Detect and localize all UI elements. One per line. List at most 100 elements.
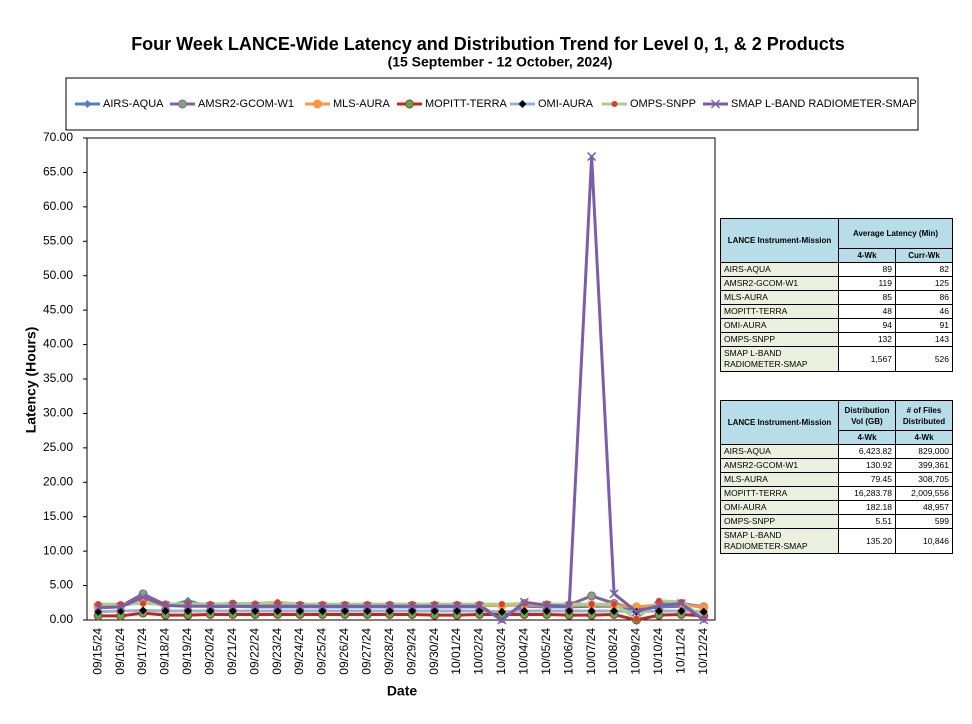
point bbox=[611, 601, 618, 608]
table-cell: 10,846 bbox=[895, 528, 953, 554]
table-cell: Curr-Wk bbox=[895, 248, 953, 263]
table-cell: 82 bbox=[895, 262, 953, 277]
y-tick-label: 70.00 bbox=[43, 130, 73, 144]
point bbox=[542, 607, 551, 616]
series-line bbox=[98, 611, 704, 622]
x-tick-label: 09/25/24 bbox=[315, 628, 329, 675]
legend-marker bbox=[518, 100, 527, 108]
legend-label: AMSR2-GCOM-W1 bbox=[198, 98, 294, 110]
y-axis-label: Latency (Hours) bbox=[23, 327, 39, 434]
point bbox=[273, 601, 283, 611]
point bbox=[385, 601, 395, 611]
table-cell: Distribution Vol (GB) bbox=[838, 400, 896, 431]
x-tick-label: 09/27/24 bbox=[360, 628, 374, 675]
x-tick-label: 09/15/24 bbox=[90, 628, 104, 675]
table-row: MLS-AURA 79.45 308,705 bbox=[720, 472, 953, 487]
table-cell: AMSR2-GCOM-W1 bbox=[720, 276, 839, 291]
point bbox=[430, 601, 440, 611]
table-row: LANCE Instrument-Mission Average Latency … bbox=[720, 218, 953, 263]
legend-marker bbox=[83, 100, 92, 108]
x-tick-label: 09/20/24 bbox=[203, 628, 217, 675]
table-cell: MLS-AURA bbox=[720, 472, 839, 487]
legend-label: OMI-AURA bbox=[538, 98, 594, 110]
table-cell: 308,705 bbox=[895, 472, 953, 487]
point bbox=[498, 601, 505, 608]
y-tick-label: 15.00 bbox=[43, 509, 73, 523]
point bbox=[699, 607, 708, 616]
point bbox=[474, 601, 485, 611]
table-cell: 46 bbox=[895, 304, 953, 319]
x-tick-label: 09/29/24 bbox=[404, 628, 418, 675]
table-cell: 85 bbox=[838, 290, 896, 305]
x-tick-label: 09/17/24 bbox=[135, 628, 149, 675]
table-cell: MOPITT-TERRA bbox=[720, 304, 839, 319]
point bbox=[340, 601, 350, 611]
point bbox=[205, 601, 215, 611]
table-cell: # of Files Distributed bbox=[895, 400, 953, 431]
x-tick-label: 10/09/24 bbox=[629, 628, 643, 675]
latency-table: LANCE Instrument-Mission Average Latency … bbox=[720, 218, 953, 372]
table-row: AMSR2-GCOM-W1 130.92 399,361 bbox=[720, 458, 953, 473]
table-row: MLS-AURA 85 86 bbox=[720, 290, 953, 305]
point bbox=[497, 615, 507, 625]
table-cell: OMI-AURA bbox=[720, 318, 839, 333]
table-cell: 4-Wk bbox=[838, 430, 896, 445]
table-cell: 526 bbox=[895, 346, 953, 372]
point bbox=[588, 601, 595, 608]
point bbox=[295, 601, 305, 611]
table-cell: 86 bbox=[895, 290, 953, 305]
x-tick-label: 10/10/24 bbox=[651, 628, 665, 675]
y-tick-label: 50.00 bbox=[43, 268, 73, 282]
legend-label: AIRS-AQUA bbox=[103, 98, 164, 110]
table-cell: 89 bbox=[838, 262, 896, 277]
x-tick-label: 09/26/24 bbox=[337, 628, 351, 675]
point bbox=[274, 599, 281, 606]
table-cell: AIRS-AQUA bbox=[720, 444, 839, 459]
x-axis-label: Date bbox=[387, 683, 418, 699]
y-tick-label: 45.00 bbox=[43, 302, 73, 316]
y-tick-label: 0.00 bbox=[50, 612, 74, 626]
table-cell: 4-Wk bbox=[895, 430, 953, 445]
point bbox=[610, 607, 619, 616]
table-cell: 132 bbox=[838, 332, 896, 347]
y-tick-label: 60.00 bbox=[43, 199, 73, 213]
table-row: OMPS-SNPP 132 143 bbox=[720, 332, 953, 347]
table-cell: MOPITT-TERRA bbox=[720, 486, 839, 501]
table-cell: 2,009,556 bbox=[895, 486, 953, 501]
point bbox=[564, 601, 574, 611]
table-cell: Average Latency (Min) bbox=[838, 218, 953, 249]
table-cell: SMAP L-BAND RADIOMETER-SMAP bbox=[720, 346, 839, 372]
table-row: OMI-AURA 94 91 bbox=[720, 318, 953, 333]
legend-marker bbox=[710, 99, 721, 109]
legend-label: SMAP L-BAND RADIOMETER-SMAP bbox=[731, 98, 917, 110]
point bbox=[161, 607, 170, 616]
table-row: SMAP L-BAND RADIOMETER-SMAP 135.20 10,846 bbox=[720, 528, 953, 554]
table-cell: 79.45 bbox=[838, 472, 896, 487]
legend-box bbox=[65, 77, 919, 131]
point bbox=[519, 597, 529, 607]
table-cell: AIRS-AQUA bbox=[720, 262, 839, 277]
table-cell: 48,957 bbox=[895, 500, 953, 515]
table-row: AIRS-AQUA 89 82 bbox=[720, 262, 953, 277]
table-row: OMI-AURA 182.18 48,957 bbox=[720, 500, 953, 515]
series-line bbox=[98, 599, 705, 621]
table-cell: OMPS-SNPP bbox=[720, 332, 839, 347]
x-tick-label: 09/16/24 bbox=[113, 628, 127, 675]
point bbox=[140, 600, 147, 607]
table-row: MOPITT-TERRA 48 46 bbox=[720, 304, 953, 319]
table-row: LANCE Instrument-Mission Distribution Vol… bbox=[720, 400, 953, 445]
point bbox=[609, 589, 619, 599]
x-tick-label: 10/08/24 bbox=[606, 628, 620, 675]
legend-label: OMPS-SNPP bbox=[630, 98, 696, 110]
table-cell: 130.92 bbox=[838, 458, 896, 473]
x-tick-label: 10/03/24 bbox=[494, 628, 508, 675]
table-row: AIRS-AQUA 6,423.82 829,000 bbox=[720, 444, 953, 459]
y-tick-label: 35.00 bbox=[43, 371, 73, 385]
table-cell: 4-Wk bbox=[838, 248, 896, 263]
point bbox=[138, 592, 148, 602]
point bbox=[587, 591, 597, 601]
x-tick-label: 09/18/24 bbox=[158, 628, 172, 675]
y-tick-label: 10.00 bbox=[43, 543, 73, 557]
